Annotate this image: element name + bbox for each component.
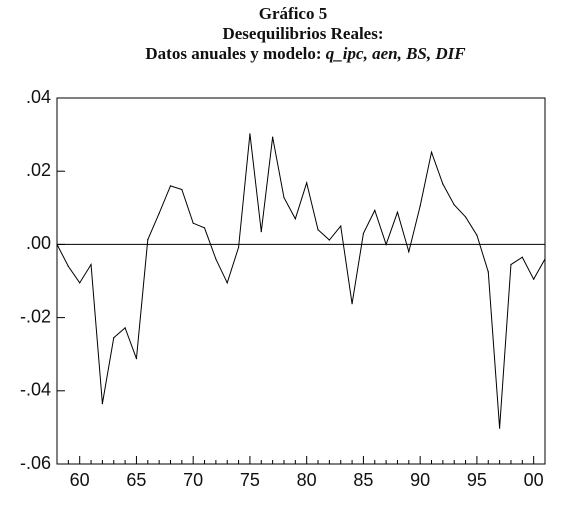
data-point: [272, 136, 274, 138]
y-tick-label: .00: [26, 233, 51, 253]
data-point: [113, 337, 115, 339]
data-point: [317, 229, 319, 231]
y-tick-label: -.02: [20, 306, 51, 326]
x-tick-label: 80: [297, 470, 317, 490]
data-point: [453, 204, 455, 206]
x-axis: 60 65 70 75 80 85 90 95 00: [56, 456, 546, 490]
x-tick-label: 70: [183, 470, 203, 490]
series-line: [56, 133, 546, 429]
data-point: [56, 243, 58, 245]
data-point: [158, 212, 160, 214]
data-point: [226, 282, 228, 284]
y-axis: .04 .02 .00 -.02 -.04 -.06: [20, 87, 65, 473]
x-tick-label: 65: [126, 470, 146, 490]
x-tick-label: 95: [467, 470, 487, 490]
data-point: [192, 222, 194, 224]
data-point: [408, 251, 410, 253]
chart-caption-prefix: Datos anuales y modelo:: [145, 44, 322, 63]
data-point: [124, 327, 126, 329]
data-point: [487, 271, 489, 273]
y-tick-label: -.06: [20, 453, 51, 473]
data-point: [442, 183, 444, 185]
y-tick-label: -.04: [20, 380, 51, 400]
data-point: [79, 282, 81, 284]
data-point: [374, 209, 376, 211]
data-point: [203, 227, 206, 229]
plot-frame: [56, 97, 546, 465]
data-point: [362, 232, 365, 235]
data-point: [147, 239, 149, 241]
data-point: [306, 182, 308, 184]
data-point: [419, 205, 421, 207]
data-point: [237, 246, 240, 248]
chart-title: Gráfico 5: [258, 4, 328, 23]
series-group: [56, 133, 546, 429]
data-point: [294, 218, 296, 220]
x-tick-label: 60: [70, 470, 90, 490]
data-point: [260, 230, 262, 233]
data-point: [215, 258, 217, 260]
data-point: [464, 216, 467, 218]
data-point: [521, 256, 523, 258]
data-point: [499, 427, 501, 429]
data-point: [135, 357, 138, 360]
data-point: [181, 188, 183, 191]
x-tick-label: 00: [524, 470, 544, 490]
data-point: [340, 225, 342, 227]
data-point: [396, 211, 399, 213]
data-point: [430, 151, 433, 153]
data-point: [101, 403, 103, 405]
chart-subtitle: Desequilibrios Reales:: [222, 24, 384, 43]
chart-caption-vars: q_ipc, aen, BS, DIF: [325, 44, 466, 63]
data-point: [385, 243, 387, 245]
data-point: [533, 278, 535, 280]
x-tick-label: 85: [353, 470, 373, 490]
data-point: [351, 303, 353, 305]
data-point: [283, 196, 285, 199]
data-point: [249, 133, 251, 135]
x-tick-label: 90: [410, 470, 430, 490]
x-tick-label: 75: [240, 470, 260, 490]
data-point: [476, 234, 478, 236]
chart-titles: Gráfico 5 Desequilibrios Reales: Datos a…: [0, 4, 586, 64]
data-point: [328, 239, 330, 241]
chart-caption: Datos anuales y modelo: q_ipc, aen, BS, …: [25, 44, 586, 64]
y-tick-label: .04: [26, 87, 51, 107]
y-tick-label: .02: [26, 160, 51, 180]
data-point: [67, 265, 69, 267]
data-point: [169, 185, 172, 187]
data-point: [510, 263, 512, 266]
data-point: [90, 263, 92, 266]
data-point: [544, 258, 546, 260]
